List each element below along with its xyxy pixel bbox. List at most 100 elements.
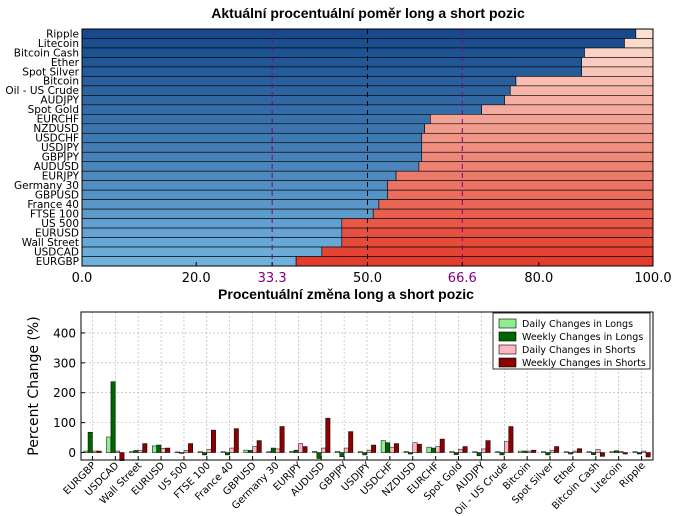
legend-swatch xyxy=(498,318,517,329)
legend-label: Daily Changes in Longs xyxy=(522,319,633,330)
change-bar xyxy=(632,451,638,453)
change-bar xyxy=(275,448,281,453)
change-bar xyxy=(279,426,285,453)
long-bar xyxy=(81,57,582,68)
category-label: Bitcoin xyxy=(43,76,79,88)
category-label: GBPUSD xyxy=(35,190,79,202)
change-bar xyxy=(508,426,514,453)
short-bar xyxy=(387,189,654,200)
change-bar xyxy=(591,452,597,455)
legend-label: Weekly Changes in Shorts xyxy=(522,358,646,369)
change-bar xyxy=(302,446,308,453)
long-bar xyxy=(81,208,374,219)
change-chart-bars xyxy=(83,381,651,461)
category-label: EURUSD xyxy=(35,227,79,239)
change-bar xyxy=(599,452,605,457)
change-bar xyxy=(335,451,340,453)
category-label: Ripple xyxy=(46,28,79,40)
change-chart: Procentuální změna long a short pozic 0 1… xyxy=(26,286,654,516)
change-bar xyxy=(449,451,455,453)
change-bar xyxy=(385,442,391,453)
category-label: Spot Gold xyxy=(28,104,79,116)
change-bar xyxy=(225,452,230,456)
change-bar xyxy=(152,445,157,453)
legend-label: Weekly Changes in Longs xyxy=(522,332,643,343)
category-label: EURGBP xyxy=(36,256,79,268)
x-tick-label: 20.0 xyxy=(182,271,211,286)
legend-swatch xyxy=(498,331,517,342)
change-bar xyxy=(229,447,235,453)
change-bar xyxy=(577,448,582,453)
change-bar xyxy=(133,450,139,453)
ratio-chart-x-ticks: 0.0 20.0 33.3 50.0 66.6 80.0 100.0 xyxy=(72,262,672,286)
change-bar xyxy=(179,452,185,454)
x-tick-label: 66.6 xyxy=(448,271,477,286)
change-bar xyxy=(549,450,555,453)
short-bar xyxy=(341,227,654,238)
change-bar xyxy=(504,441,509,453)
change-chart-y-axis-label: Percent Change (%) xyxy=(26,316,42,455)
category-label: Wall Street xyxy=(22,237,79,249)
long-bar xyxy=(81,66,582,77)
x-tick-label: 0.0 xyxy=(72,271,93,286)
ratio-chart-reference-lines xyxy=(271,29,463,266)
change-bar xyxy=(156,444,162,453)
change-bar xyxy=(645,452,651,458)
category-label: AUDJPY xyxy=(40,95,79,107)
long-bar xyxy=(81,76,517,87)
change-bar xyxy=(618,451,624,453)
change-bar xyxy=(197,451,203,453)
change-bar xyxy=(115,450,120,453)
change-bar xyxy=(106,436,112,453)
change-bar xyxy=(531,449,537,453)
change-bar xyxy=(247,450,253,453)
change-bar xyxy=(499,452,505,456)
change-bar xyxy=(96,450,102,453)
change-bar xyxy=(92,450,98,453)
category-label: Bitcoin Cash xyxy=(14,47,79,59)
short-bar xyxy=(424,123,654,134)
long-bar xyxy=(81,256,297,267)
change-bar xyxy=(380,440,386,453)
change-bar xyxy=(137,450,143,453)
change-bar xyxy=(142,443,148,453)
change-chart-title: Procentuální změna long a short pozic xyxy=(218,286,474,302)
category-label: Ether xyxy=(51,57,80,69)
short-bar xyxy=(321,246,654,257)
change-bar xyxy=(403,451,409,453)
short-bar xyxy=(341,237,654,248)
long-bar xyxy=(81,114,431,125)
change-bar xyxy=(416,443,422,453)
category-label: Spot Silver xyxy=(22,66,79,78)
category-label: Litecoin xyxy=(38,38,79,50)
change-bar xyxy=(339,452,345,457)
category-label: GBPJPY xyxy=(42,152,80,164)
change-bar xyxy=(289,451,295,453)
change-bar xyxy=(252,446,258,453)
short-bar xyxy=(378,199,654,210)
change-bar xyxy=(462,446,468,453)
long-bar xyxy=(81,246,323,257)
change-bar xyxy=(563,451,569,453)
change-bar xyxy=(622,452,628,455)
change-bar xyxy=(256,440,262,453)
ratio-chart: Aktuální procentuální poměr long a short… xyxy=(5,5,671,286)
change-bar xyxy=(476,452,482,457)
change-bar xyxy=(129,451,135,453)
category-label: Oil - US Crude xyxy=(5,85,79,97)
change-bar xyxy=(453,452,459,455)
change-bar xyxy=(389,446,395,453)
short-bar xyxy=(509,85,654,96)
ratio-chart-bars xyxy=(81,28,654,267)
change-bar xyxy=(636,452,642,455)
legend-swatch xyxy=(498,357,517,368)
short-bar xyxy=(295,256,654,267)
long-bar xyxy=(81,47,585,58)
change-bar xyxy=(316,452,322,459)
change-bar xyxy=(394,443,399,453)
change-bar xyxy=(495,451,501,453)
change-bar xyxy=(206,449,212,453)
change-bar xyxy=(343,447,349,453)
